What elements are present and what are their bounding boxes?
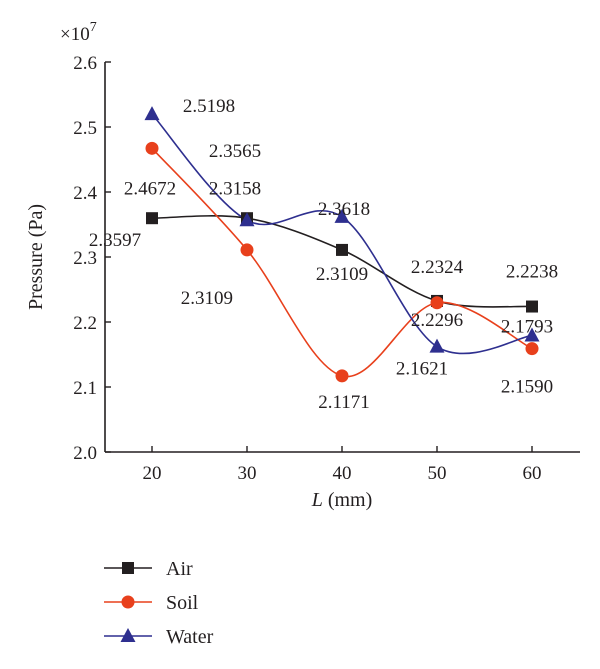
data-point-water [429, 338, 445, 353]
x-tick-label: 50 [428, 463, 447, 484]
y-tick-label: 2.0 [73, 443, 97, 464]
y-tick-label: 2.1 [73, 378, 97, 399]
data-label-water: 2.3158 [209, 178, 261, 199]
data-label-air: 2.3565 [209, 141, 261, 162]
data-label-water: 2.5198 [183, 96, 235, 117]
legend-label-air: Air [166, 558, 193, 580]
legend-marker-water [120, 628, 136, 642]
data-point-air [526, 300, 538, 313]
data-point-soil [240, 243, 254, 257]
data-label-soil: 2.3109 [181, 288, 233, 309]
data-point-soil [335, 369, 349, 383]
legend-marker-soil [121, 595, 135, 609]
x-tick-label: 40 [333, 463, 352, 484]
x-axis-title: L (mm) [311, 489, 373, 511]
data-point-soil [145, 141, 159, 155]
data-label-water: 2.1793 [501, 316, 553, 337]
data-label-soil: 2.1171 [318, 392, 370, 413]
data-point-water [524, 327, 540, 342]
data-point-water [144, 106, 160, 121]
legend-label-soil: Soil [166, 592, 199, 614]
x-tick-label: 30 [238, 463, 257, 484]
x-axis-title-variable: L [311, 489, 323, 511]
legend-marker-air [122, 562, 134, 574]
y-multiplier: ×107 [60, 20, 97, 45]
data-label-soil: 2.1590 [501, 377, 553, 398]
data-label-water: 2.3618 [318, 199, 370, 220]
y-tick-label: 2.6 [73, 53, 97, 74]
y-tick-label: 2.4 [73, 183, 97, 204]
data-label-air: 2.2324 [411, 257, 464, 278]
y-tick-label: 2.2 [73, 313, 97, 334]
x-tick-label: 20 [143, 463, 162, 484]
data-point-air [336, 243, 348, 256]
y-ticks: 2.0 2.1 2.2 2.3 2.4 2.5 2.6 [73, 53, 111, 464]
data-point-soil [430, 296, 444, 310]
data-label-air: 2.3109 [316, 264, 368, 285]
y-axis-title: Pressure (Pa) [25, 204, 47, 310]
y-tick-label: 2.5 [73, 118, 97, 139]
data-label-soil: 2.4672 [124, 178, 176, 199]
data-label-air: 2.2238 [506, 262, 558, 283]
y-multiplier-exponent: 7 [90, 20, 97, 35]
data-label-air: 2.3597 [89, 230, 141, 251]
y-tick-label: 2.3 [73, 248, 97, 269]
data-label-soil: 2.2296 [411, 310, 463, 331]
legend: Air Soil Water [104, 558, 214, 648]
data-point-water [239, 212, 255, 227]
x-axis-title-unit: (mm) [323, 489, 372, 511]
data-point-air [146, 212, 158, 225]
data-point-water [334, 208, 350, 223]
data-labels: 2.3597 2.3565 2.3109 2.2324 2.2238 2.4672 2.31… [89, 96, 558, 413]
data-label-water: 2.1621 [396, 359, 448, 380]
x-tick-label: 60 [523, 463, 542, 484]
data-point-soil [525, 342, 539, 356]
legend-label-water: Water [166, 626, 214, 648]
series-markers [144, 106, 540, 383]
x-ticks: 20 30 40 50 60 [143, 446, 542, 484]
